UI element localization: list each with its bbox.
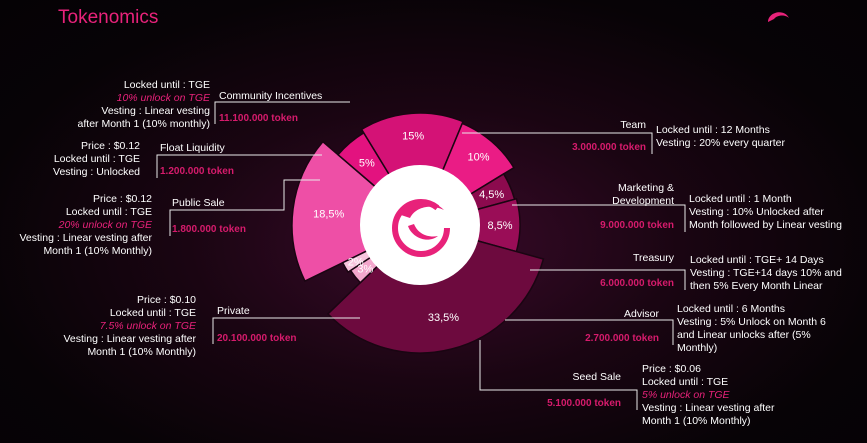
pie-percent-label: 2% (348, 257, 364, 269)
pie-percent-label: 10% (468, 152, 490, 164)
seed-sale-details: Price : $0.06 Locked until : TGE 5% unlo… (642, 363, 775, 427)
community-incentives-name: Community Incentives (219, 90, 323, 102)
leader-line (505, 319, 674, 345)
community-incentives-details: Locked until : TGE 10% unlock on TGE Ves… (77, 79, 210, 130)
pie-percent-label: 8,5% (487, 220, 512, 232)
center-bird-icon (392, 199, 450, 257)
leader-line (214, 101, 350, 124)
public-sale-details: Price : $0.12 Locked until : TGE 20% unl… (19, 193, 153, 257)
treasury-name: Treasury (632, 252, 674, 264)
marketing-development-name: Marketing & Development (612, 182, 674, 207)
team-name: Team (620, 119, 646, 131)
team-details: Locked until : 12 Months Vesting : 20% e… (656, 124, 785, 149)
leader-line (530, 269, 686, 290)
advisor-name: Advisor (623, 308, 659, 320)
seed-sale-name: Seed Sale (572, 371, 621, 383)
public-sale-tokens: 1.800.000 token (172, 224, 246, 235)
pie-percent-label: 15% (402, 130, 424, 142)
pie-percent-label: 18,5% (313, 208, 344, 220)
float-liquidity-name: Float Liquidity (160, 142, 225, 154)
treasury-details: Locked until : TGE+ 14 Days Vesting : TG… (690, 254, 842, 292)
marketing-development-details: Locked until : 1 Month Vesting : 10% Unl… (689, 193, 842, 231)
leader-line (212, 317, 360, 344)
float-liquidity-tokens: 1.200.000 token (160, 166, 234, 177)
leader-line (462, 132, 653, 154)
float-liquidity-details: Price : $0.12 Locked until : TGE Vesting… (53, 140, 140, 178)
leader-line (512, 204, 686, 232)
marketing-development-tokens: 9.000.000 token (600, 220, 674, 231)
seed-sale-tokens: 5.100.000 token (547, 398, 621, 409)
pie-percent-label: 5% (359, 158, 375, 170)
page-title: Tokenomics (58, 7, 159, 28)
private-name: Private (217, 305, 250, 317)
pie-percent-label: 3% (357, 264, 373, 276)
advisor-details: Locked until : 6 Months Vesting : 5% Unl… (677, 303, 826, 354)
private-tokens: 20.100.000 token (217, 333, 297, 344)
treasury-tokens: 6.000.000 token (600, 278, 674, 289)
leader-line (156, 154, 322, 178)
brand-logo-icon (768, 12, 789, 22)
pie-percent-label: 4,5% (479, 189, 504, 201)
team-tokens: 3.000.000 token (572, 142, 646, 153)
public-sale-name: Public Sale (172, 197, 225, 209)
advisor-tokens: 2.700.000 token (585, 333, 659, 344)
community-incentives-tokens: 11.100.000 token (219, 113, 298, 124)
center-hole (360, 165, 480, 285)
leader-line (479, 340, 638, 410)
private-details: Price : $0.10 Locked until : TGE 7.5% un… (63, 294, 197, 358)
leader-line (169, 179, 320, 236)
pie-percent-label: 33,5% (428, 312, 459, 324)
